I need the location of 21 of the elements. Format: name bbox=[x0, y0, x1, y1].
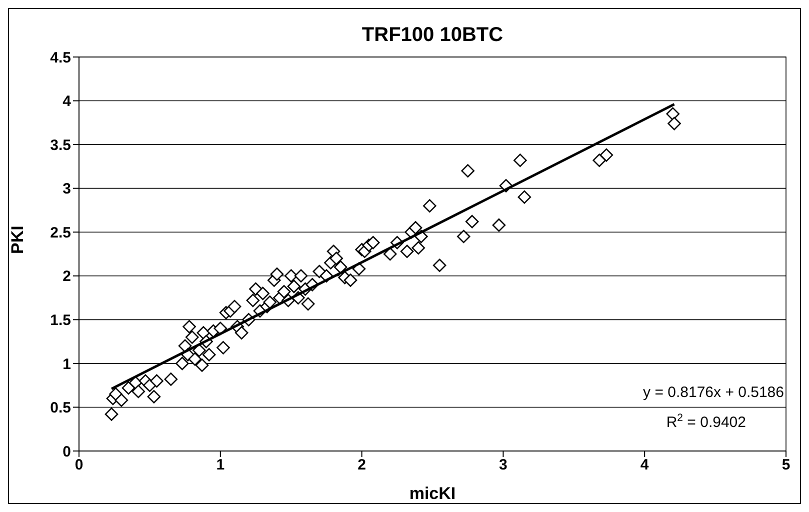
x-tick-label: 2 bbox=[358, 456, 366, 474]
x-tick-label: 4 bbox=[640, 456, 650, 474]
y-tick-label: 1.5 bbox=[50, 312, 71, 329]
x-tick-label: 5 bbox=[782, 456, 790, 474]
x-tick-label: 1 bbox=[216, 456, 225, 474]
y-tick-label: 3 bbox=[62, 180, 71, 198]
x-tick-label: 3 bbox=[499, 456, 508, 474]
x-tick-label: 0 bbox=[74, 456, 84, 474]
y-tick-label: 0 bbox=[62, 443, 71, 460]
y-axis-title: PKI bbox=[8, 226, 28, 254]
chart-title: TRF100 10BTC bbox=[362, 24, 504, 46]
annotation: y = 0.8176x + 0.5186 bbox=[643, 384, 784, 401]
y-tick-label: 0.5 bbox=[50, 400, 71, 417]
y-tick-label: 2.5 bbox=[50, 224, 71, 242]
x-axis-title: micKI bbox=[409, 484, 456, 503]
y-tick-label: 4.5 bbox=[50, 49, 71, 66]
y-tick-label: 3.5 bbox=[50, 136, 71, 154]
y-tick-label: 4 bbox=[62, 93, 72, 110]
y-tick-label: 1 bbox=[62, 356, 71, 373]
annotation: R$^{2}$ = 0.9402 bbox=[666, 412, 746, 431]
y-tick-label: 2 bbox=[62, 268, 71, 286]
